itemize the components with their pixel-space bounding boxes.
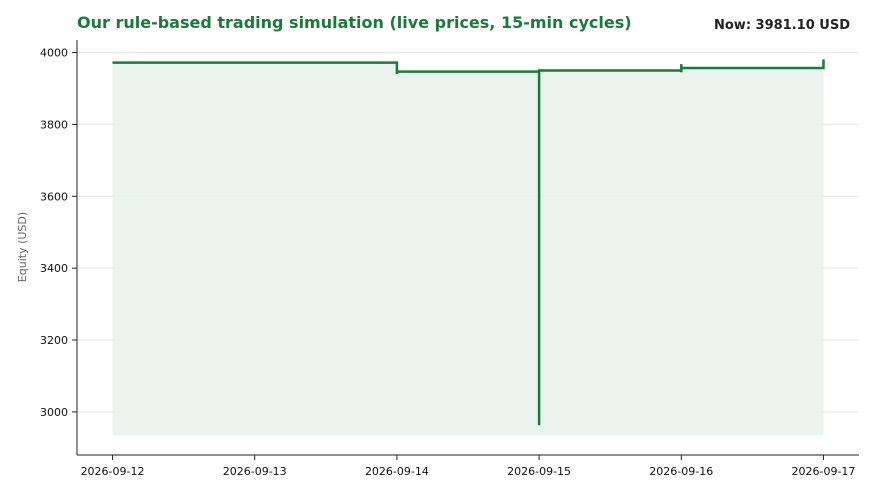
y-tick-label: 3400 (40, 262, 68, 275)
y-tick-label: 4000 (40, 47, 68, 60)
axes-layer: 3000 3200 3400 3600 3800 4000 2026-09-12 2026-0… (40, 40, 859, 478)
x-tick-label: 2026-09-14 (365, 465, 429, 478)
equity-area-fill (112, 62, 824, 436)
x-tick-label: 2026-09-15 (507, 465, 571, 478)
equity-line (112, 59, 825, 426)
x-tick-label: 2026-09-12 (81, 465, 145, 478)
y-tick-label: 3200 (40, 334, 68, 347)
x-tick-label: 2026-09-17 (791, 465, 855, 478)
y-axis-label: Equity (USD) (16, 212, 29, 282)
x-tick-label: 2026-09-16 (649, 465, 713, 478)
current-equity-label: Now: 3981.10 USD (714, 18, 850, 33)
y-tick-label: 3800 (40, 118, 68, 131)
y-tick-label: 3000 (40, 406, 68, 419)
x-tick-label: 2026-09-13 (223, 465, 287, 478)
y-tick-label: 3600 (40, 190, 68, 203)
chart-title: Our rule-based trading simulation (live … (77, 13, 632, 32)
